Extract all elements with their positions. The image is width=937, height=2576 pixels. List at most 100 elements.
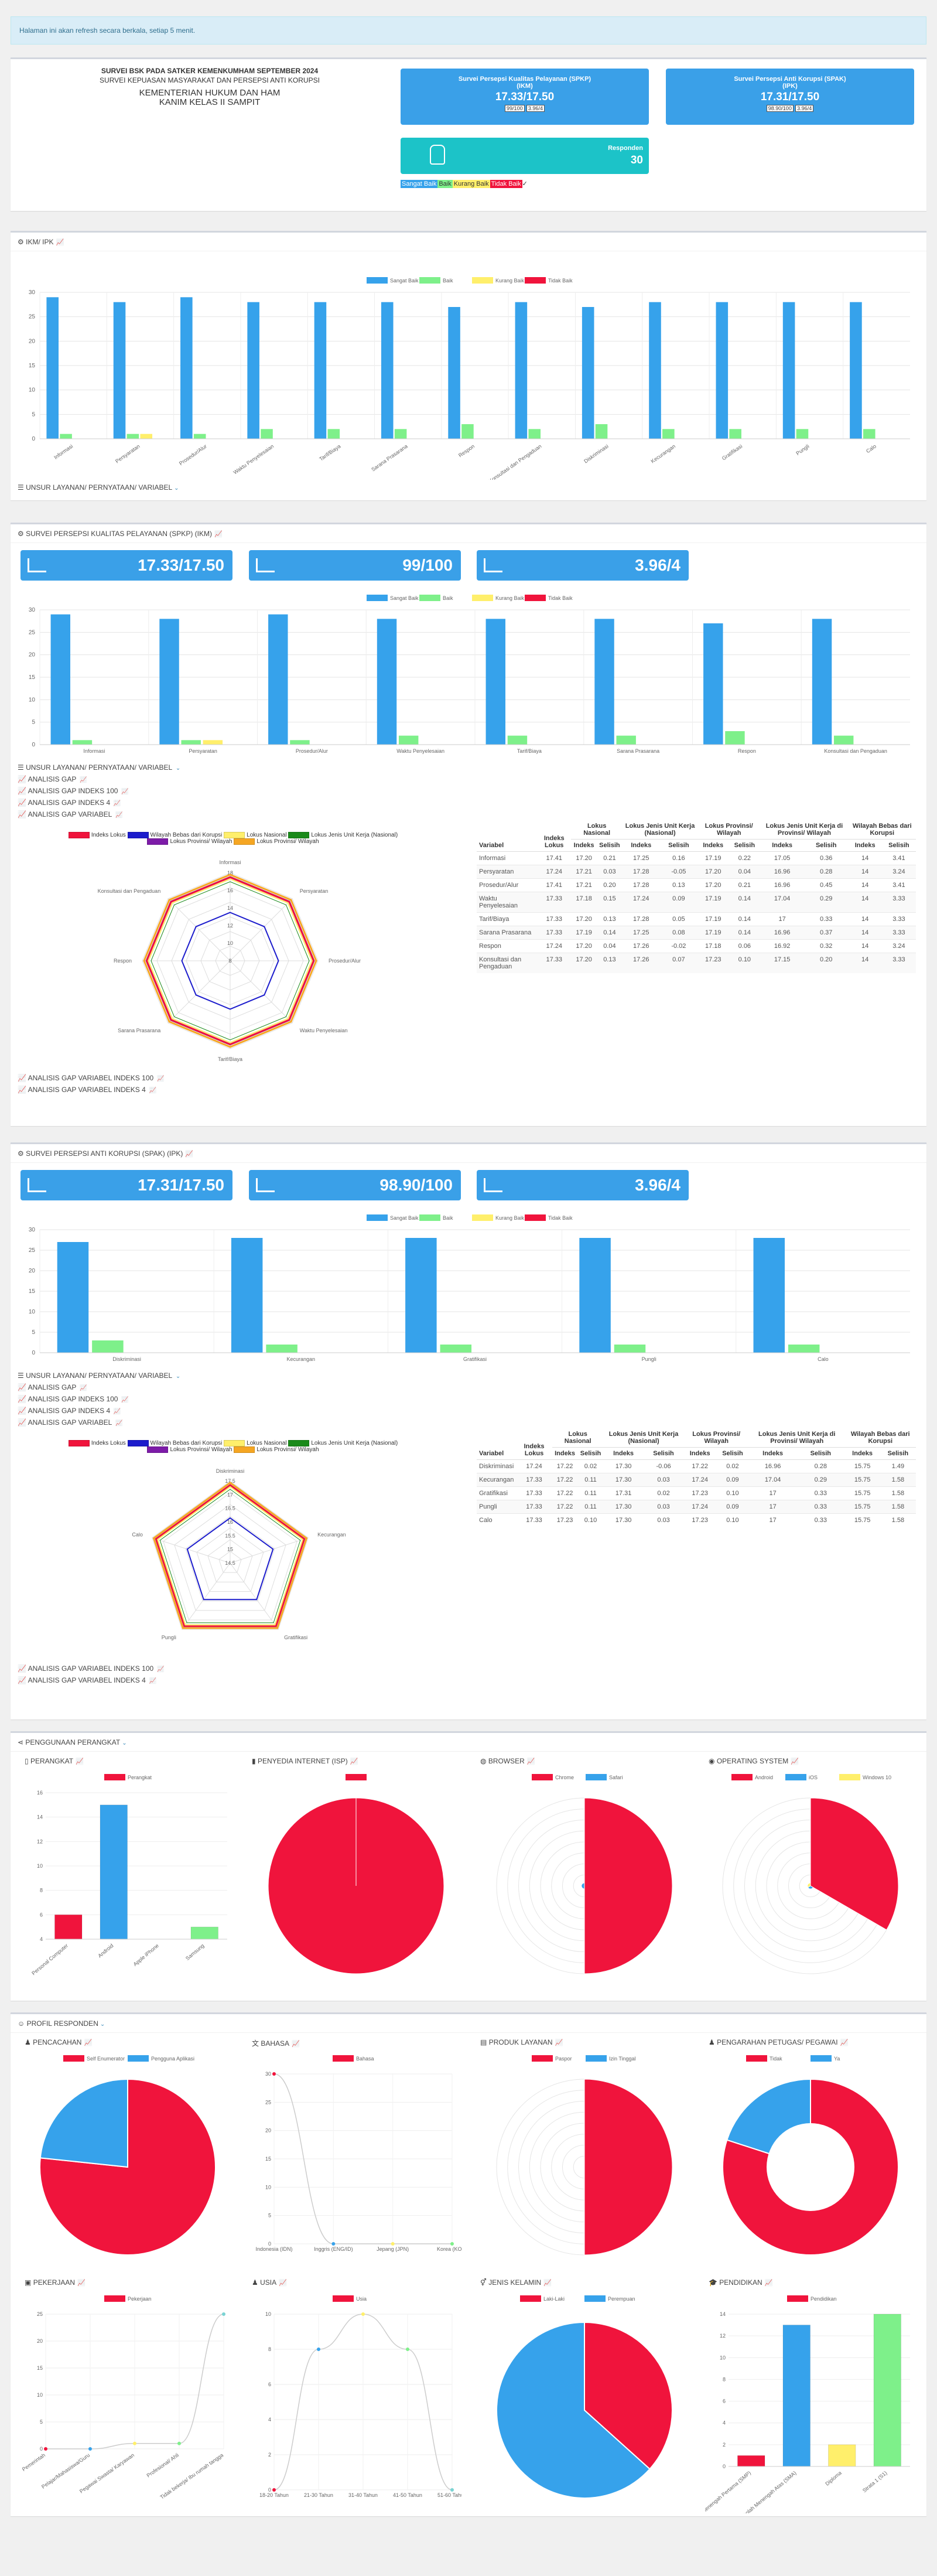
x-tick-label: Kecurangan xyxy=(287,1356,316,1362)
spak-index100-card: 98.90/100 xyxy=(249,1170,461,1200)
respondent-card[interactable]: Responden 30 xyxy=(401,138,649,174)
pekerjaan-title[interactable]: ▣ PEKERJAAN 📈 xyxy=(18,2277,93,2288)
table-cell: 0.14 xyxy=(729,892,761,913)
bar-sangat-baik xyxy=(850,302,862,439)
browser-panel-title[interactable]: ◍ BROWSER 📈 xyxy=(473,1755,542,1767)
usia-title[interactable]: ♟ USIA 📈 xyxy=(245,2277,294,2288)
sub-link[interactable]: 📈 ANALISIS GAP VARIABEL INDEKS 100 📈 xyxy=(11,1072,926,1084)
chart-icon[interactable]: 📈 xyxy=(76,1758,84,1765)
chart-icon: 📈 xyxy=(147,1678,157,1684)
pengarahan-title[interactable]: ♟ PENGARAHAN PETUGAS/ PEGAWAI 📈 xyxy=(702,2036,855,2048)
table-cell: 17.22 xyxy=(552,1500,578,1514)
pendidikan-title[interactable]: 🎓 PENDIDIKAN 📈 xyxy=(702,2277,779,2288)
table-cell: 17 xyxy=(749,1486,797,1500)
pencacahan-title[interactable]: ♟ PENCACAHAN 📈 xyxy=(18,2036,99,2048)
sub-link[interactable]: 📈 ANALISIS GAP VARIABEL 📈 xyxy=(11,1417,926,1428)
sub-link[interactable]: ☰ UNSUR LAYANAN/ PERNYATAAN/ VARIABEL ⌄ xyxy=(11,762,926,773)
legend-item: Lokus Provinsi/ Wilayah xyxy=(257,838,319,845)
sub-link[interactable]: 📈 ANALISIS GAP 📈 xyxy=(11,773,926,785)
sub-link[interactable]: 📈 ANALISIS GAP INDEKS 4 📈 xyxy=(11,1405,926,1417)
chevron-down-icon: ⌄ xyxy=(174,485,179,492)
ikm-ipk-header[interactable]: ⚙ IKM/ IPK 📈 xyxy=(11,233,926,251)
os-panel-title[interactable]: ◉ OPERATING SYSTEM 📈 xyxy=(702,1755,806,1767)
table-cell: 0.33 xyxy=(803,912,849,926)
chart-icon[interactable]: 📈 xyxy=(350,1758,358,1765)
bar-baik xyxy=(327,429,340,439)
spkp-header[interactable]: ⚙ SURVEI PERSEPSI KUALITAS PELAYANAN (SP… xyxy=(11,524,926,543)
perangkat-title: PENGGUNAAN PERANGKAT xyxy=(25,1738,121,1746)
spak-header[interactable]: ⚙ SURVEI PERSEPSI ANTI KORUPSI (SPAK) (I… xyxy=(11,1144,926,1163)
ikm-unsur-toggle[interactable]: ☰ UNSUR LAYANAN/ PERNYATAAN/ VARIABEL ⌄ xyxy=(11,482,926,493)
legend-swatch xyxy=(128,2055,149,2062)
chart-icon[interactable]: 📈 xyxy=(555,2039,563,2046)
table-cell: 17.24 xyxy=(537,939,572,953)
radar-grid xyxy=(207,1539,253,1582)
profil-header[interactable]: ☺ PROFIL RESPONDEN ⌄ xyxy=(11,2014,926,2033)
chart-icon[interactable]: 📈 xyxy=(56,239,64,246)
os-polar-chart: Android iOS Windows 10 xyxy=(722,1774,899,1974)
sub-link[interactable]: ☰ UNSUR LAYANAN/ PERNYATAAN/ VARIABEL ⌄ xyxy=(11,1370,926,1381)
sub-link[interactable]: 📈 ANALISIS GAP INDEKS 100 📈 xyxy=(11,1393,926,1405)
bahasa-line-chart: Bahasa 0 5 10 15 20 25 30 Indonesia (IDN) Inggris… xyxy=(255,2055,461,2252)
pencacahan-label: PENCACAHAN xyxy=(33,2038,82,2046)
bahasa-title[interactable]: 文 BAHASA 📈 xyxy=(245,2036,307,2050)
y-tick-label: 12 xyxy=(720,2333,726,2339)
produk-title[interactable]: ▤ PRODUK LAYANAN 📈 xyxy=(473,2036,570,2048)
legend-item: Lokus Jenis Unit Kerja (Nasional) xyxy=(311,1440,398,1447)
series-line xyxy=(46,2314,224,2449)
table-cell: 0.04 xyxy=(729,865,761,879)
legend-swatch xyxy=(367,1214,388,1221)
sub-link[interactable]: 📈 ANALISIS GAP VARIABEL INDEKS 4 📈 xyxy=(11,1084,926,1096)
radar-axis-label: Kecurangan xyxy=(317,1532,346,1538)
chart-icon[interactable]: 📈 xyxy=(77,2280,86,2287)
sub-link[interactable]: 📈 ANALISIS GAP VARIABEL INDEKS 4 📈 xyxy=(11,1674,926,1686)
chart-icon[interactable]: 📈 xyxy=(185,1151,194,1158)
line-chart-icon: 📈 xyxy=(18,1407,28,1415)
table-cell: 16.96 xyxy=(760,878,804,892)
chart-icon[interactable]: 📈 xyxy=(292,2041,300,2048)
chart-icon[interactable]: 📈 xyxy=(84,2039,93,2046)
y-tick-label: 20 xyxy=(29,652,36,658)
sub-link-label: ANALISIS GAP INDEKS 4 xyxy=(28,1407,111,1415)
respondent-label: Responden xyxy=(608,145,643,152)
spak-radar-legend: Indeks Lokus Wilayah Bebas dari Korupsi … xyxy=(40,1440,426,1453)
table-cell: 0.45 xyxy=(803,878,849,892)
table-header: Variabel xyxy=(477,820,538,852)
legend-label: iOS xyxy=(809,1775,818,1780)
chart-icon: 📈 xyxy=(119,1397,129,1403)
table-cell: 17.25 xyxy=(622,926,660,940)
summary-box: SURVEI BSK PADA SATKER KEMENKUMHAM SEPTE… xyxy=(11,57,926,211)
spak-card[interactable]: Survei Persepsi Anti Korupsi (SPAK) (IPK… xyxy=(666,69,914,125)
perangkat-panel-title[interactable]: ▯ PERANGKAT 📈 xyxy=(18,1755,91,1767)
table-cell: 17 xyxy=(760,912,804,926)
bar-baik xyxy=(528,429,541,439)
sub-link[interactable]: 📈 ANALISIS GAP VARIABEL INDEKS 100 📈 xyxy=(11,1663,926,1674)
y-tick-label: 20 xyxy=(29,1268,36,1274)
perangkat-header[interactable]: ⋖ PENGGUNAAN PERANGKAT ⌄ xyxy=(11,1733,926,1752)
isp-panel-title[interactable]: ▮ PENYEDIA INTERNET (ISP) 📈 xyxy=(245,1755,365,1767)
bar-sangat-baik xyxy=(113,302,126,439)
sub-link-label: ANALISIS GAP xyxy=(28,775,77,783)
chart-icon[interactable]: 📈 xyxy=(214,531,223,538)
spkp-card[interactable]: Survei Persepsi Kualitas Pelayanan (SPKP… xyxy=(401,69,649,125)
sub-link[interactable]: 📈 ANALISIS GAP INDEKS 4 📈 xyxy=(11,797,926,808)
chart-icon[interactable]: 📈 xyxy=(526,1758,535,1765)
legend-swatch xyxy=(586,2055,607,2062)
chart-icon[interactable]: 📈 xyxy=(279,2280,287,2287)
sub-link[interactable]: 📈 ANALISIS GAP 📈 xyxy=(11,1381,926,1393)
x-tick-label: Indonesia (IDN) xyxy=(255,2246,292,2252)
sub-link[interactable]: 📈 ANALISIS GAP INDEKS 100 📈 xyxy=(11,785,926,797)
chart-icon[interactable]: 📈 xyxy=(791,1758,799,1765)
data-point xyxy=(391,2242,395,2246)
table-cell: 17.21 xyxy=(571,865,597,879)
bar xyxy=(873,2314,901,2467)
chart-icon[interactable]: 📈 xyxy=(764,2280,773,2287)
chart-icon[interactable]: 📈 xyxy=(543,2280,552,2287)
legend-tidak-baik: Tidak Baik xyxy=(490,180,522,188)
jk-title[interactable]: ⚥ JENIS KELAMIN 📈 xyxy=(473,2277,559,2288)
sub-link[interactable]: 📈 ANALISIS GAP VARIABEL 📈 xyxy=(11,808,926,820)
table-cell: 17.24 xyxy=(516,1459,552,1473)
chart-icon[interactable]: 📈 xyxy=(840,2039,849,2046)
table-header: Lokus Nasional xyxy=(571,820,623,840)
chevron-down-icon: ⌄ xyxy=(174,765,181,772)
